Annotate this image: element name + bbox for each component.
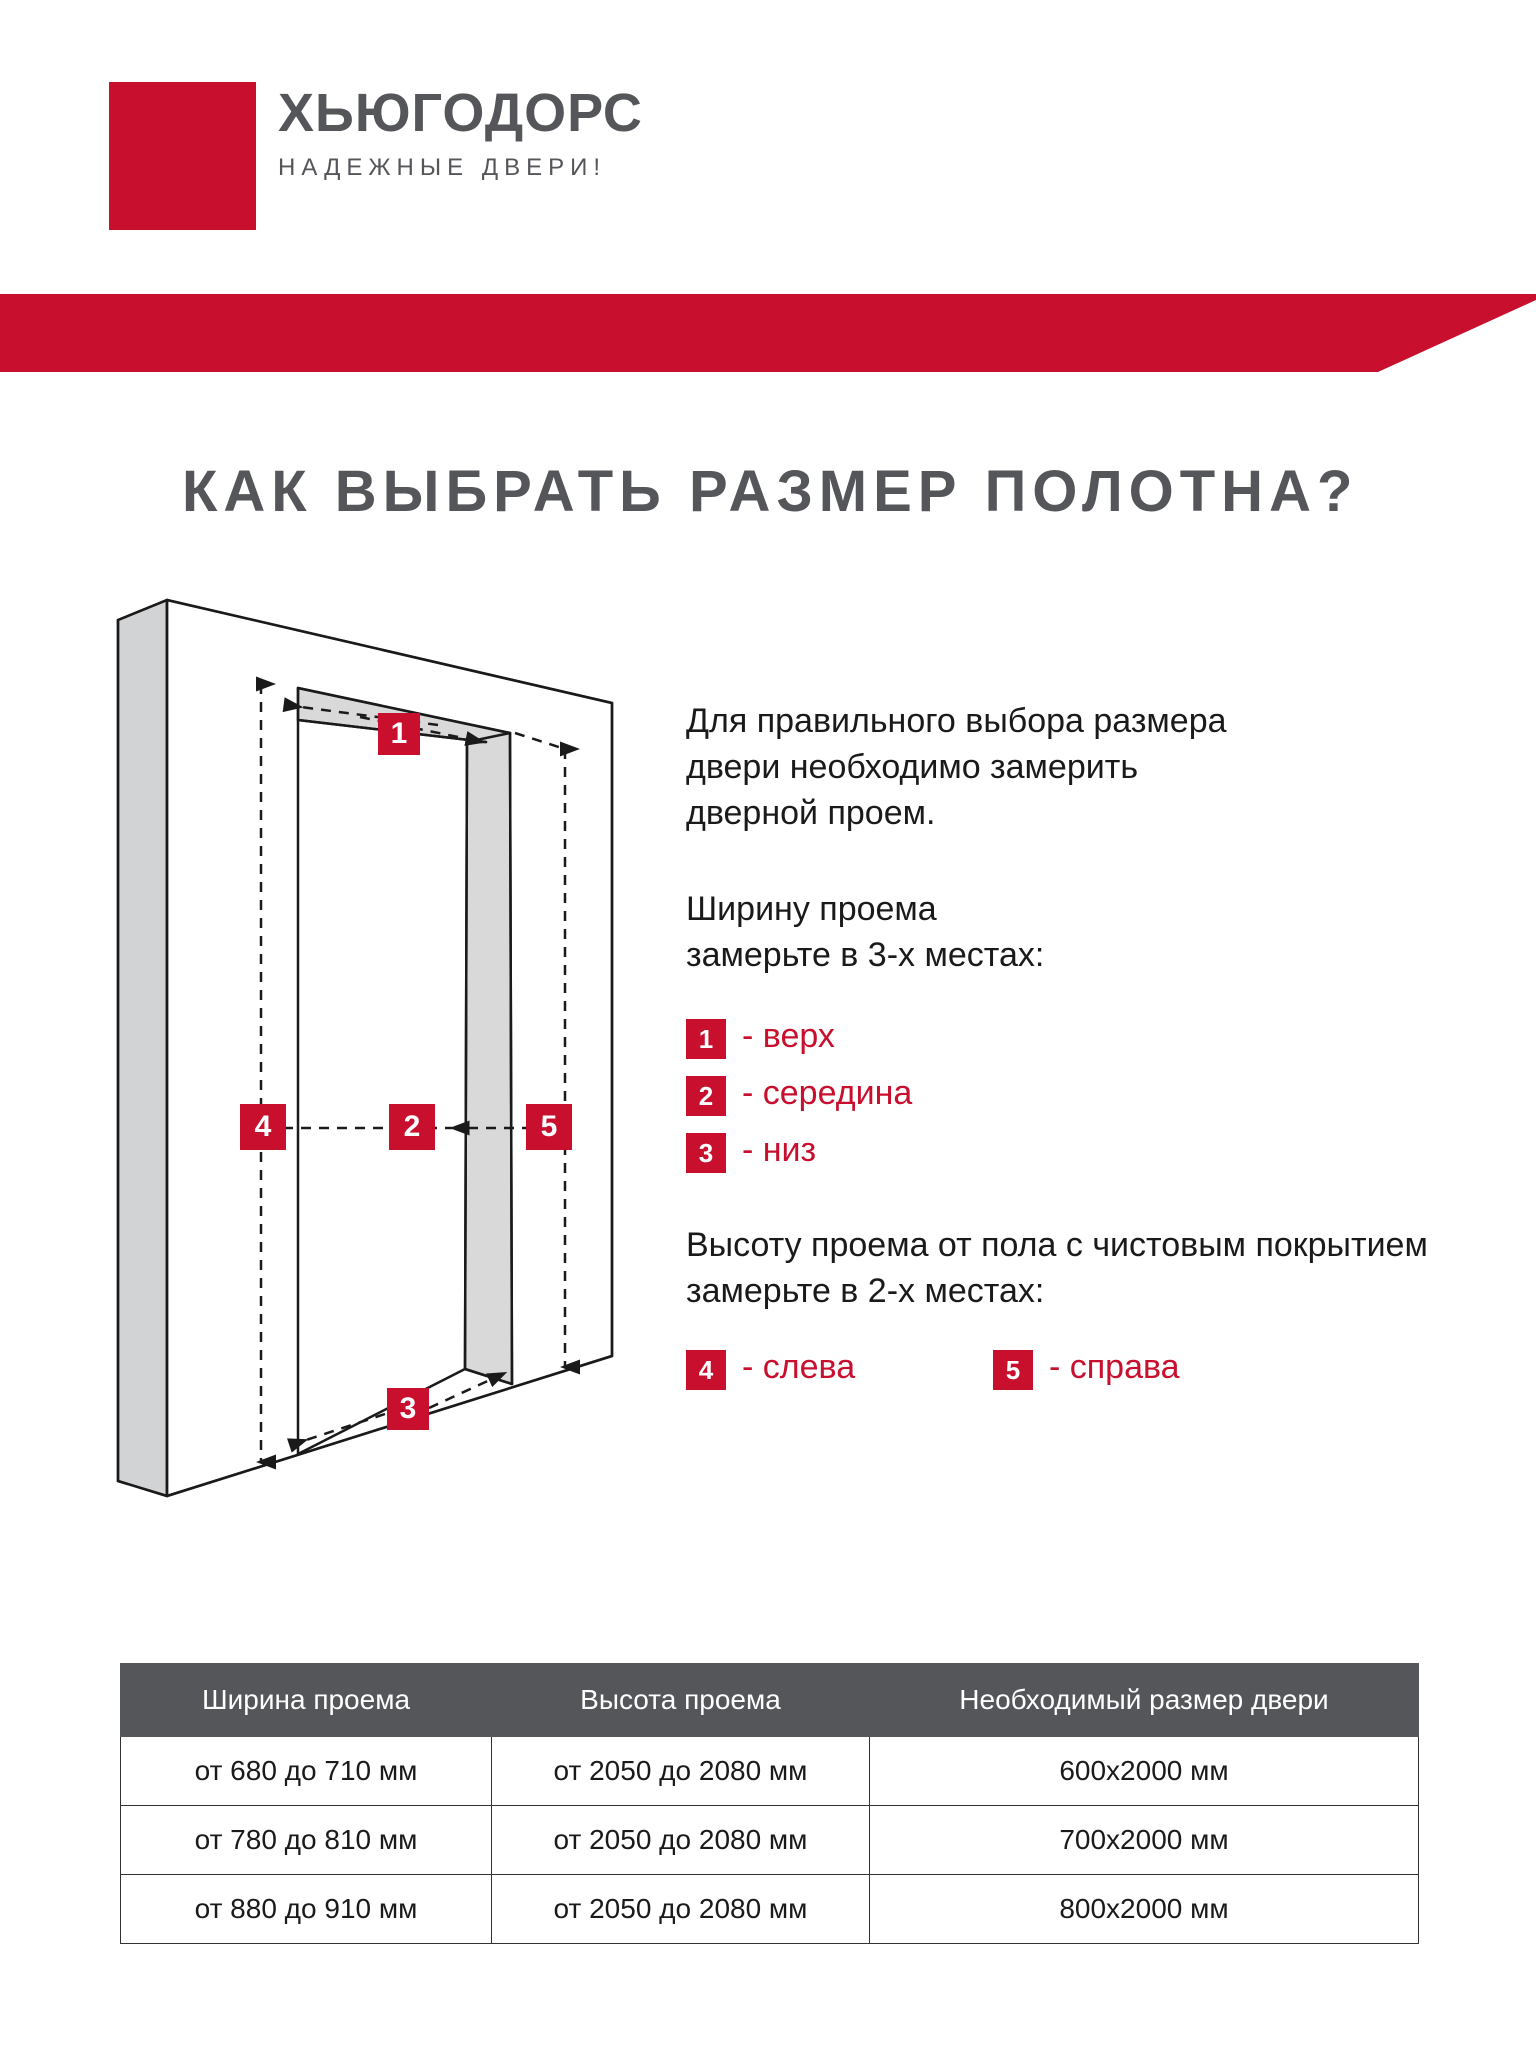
- svg-text:3: 3: [400, 1392, 417, 1425]
- svg-text:1: 1: [391, 717, 408, 750]
- svg-text:2: 2: [404, 1110, 421, 1143]
- svg-text:4: 4: [255, 1110, 272, 1143]
- svg-text:5: 5: [541, 1110, 558, 1143]
